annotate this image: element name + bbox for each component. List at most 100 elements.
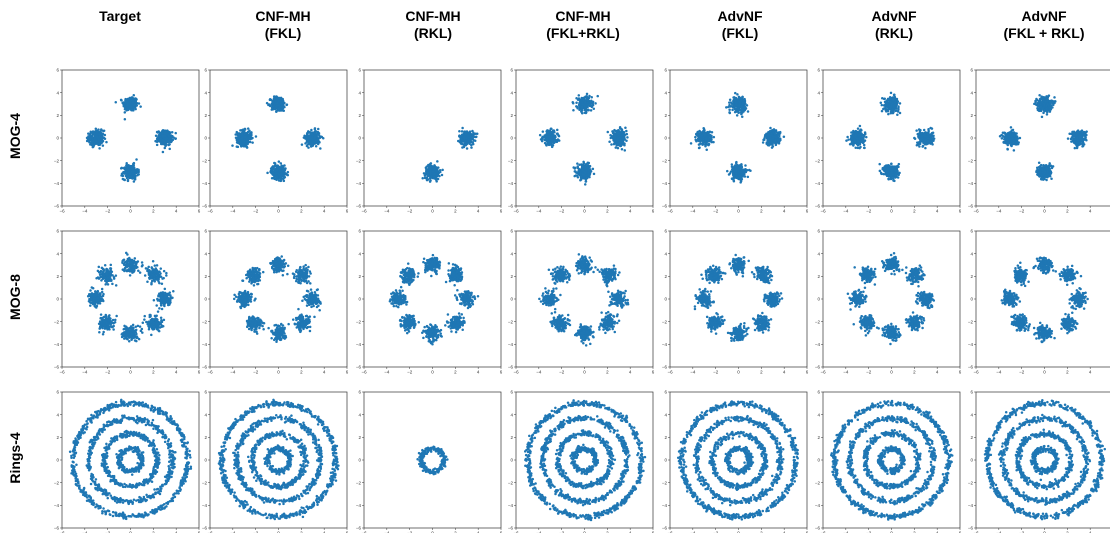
sample-point <box>163 134 167 138</box>
y-tick-label: 4 <box>358 90 361 95</box>
sample-point <box>167 130 170 133</box>
sample-point <box>856 143 859 146</box>
sample-point <box>114 101 117 104</box>
sample-point <box>858 124 862 128</box>
sample-point <box>896 113 899 117</box>
sample-point <box>606 130 610 134</box>
sample-point <box>94 127 98 131</box>
sample-point <box>850 136 853 140</box>
sample-point <box>242 144 246 148</box>
sample-point <box>128 175 131 179</box>
sample-point <box>581 163 584 167</box>
sample-point <box>277 173 281 177</box>
sample-point <box>278 167 282 171</box>
sample-point <box>880 109 884 113</box>
sample-point <box>120 99 123 102</box>
sample-point <box>746 110 750 113</box>
sample-point <box>856 127 860 130</box>
sample-point <box>557 134 561 138</box>
sample-point <box>743 170 746 174</box>
sample-point <box>98 141 101 145</box>
sample-point <box>730 165 734 168</box>
sample-point <box>128 173 132 176</box>
sample-point <box>239 129 242 132</box>
column-title-line1: CNF-MH <box>508 8 658 25</box>
sample-point <box>251 141 254 144</box>
sample-point <box>578 163 581 167</box>
plot-frame <box>822 69 961 207</box>
sample-point <box>91 142 94 146</box>
sample-point <box>694 135 697 139</box>
y-tick-label: −4 <box>662 181 668 186</box>
sample-point <box>279 162 283 165</box>
sample-point <box>154 134 158 137</box>
sample-point <box>160 142 163 145</box>
sample-point <box>735 114 739 117</box>
x-tick-label: −6 <box>820 209 826 214</box>
sample-point <box>310 142 314 145</box>
y-tick-label: −2 <box>54 158 60 163</box>
y-tick-label: 6 <box>56 68 59 73</box>
x-tick-label: −2 <box>866 209 872 214</box>
x-tick-label: 4 <box>936 209 939 214</box>
sample-point <box>735 168 738 172</box>
sample-point <box>551 136 555 140</box>
y-tick-label: −4 <box>508 181 514 186</box>
x-tick-label: −4 <box>384 209 390 214</box>
sample-point <box>124 168 128 171</box>
sample-point <box>550 134 554 137</box>
y-tick-label: 2 <box>56 113 59 118</box>
sample-point <box>431 170 435 173</box>
sample-point <box>585 92 589 96</box>
sample-point <box>734 174 738 178</box>
sample-point <box>697 143 701 146</box>
sample-point <box>275 109 278 113</box>
sample-point <box>614 146 618 149</box>
sample-point <box>701 130 705 133</box>
sample-point <box>121 177 125 181</box>
sample-point <box>846 135 849 139</box>
sample-point <box>737 170 740 173</box>
sample-point <box>240 145 243 148</box>
x-tick-label: 0 <box>737 209 740 214</box>
sample-point <box>770 140 773 144</box>
plot-frame <box>669 69 808 207</box>
sample-point <box>465 142 469 146</box>
y-tick-label: 0 <box>204 136 207 141</box>
sample-point <box>429 171 432 175</box>
sample-point <box>240 142 244 145</box>
sample-point <box>553 138 556 142</box>
sample-point <box>545 130 548 133</box>
column-title-line2: (RKL) <box>819 25 969 42</box>
sample-point <box>856 146 860 150</box>
sample-point <box>782 135 786 138</box>
sample-point <box>307 142 311 146</box>
sample-point <box>765 141 769 144</box>
sample-point <box>273 164 277 168</box>
sample-point <box>243 135 247 139</box>
sample-point <box>239 140 242 144</box>
sample-point <box>93 142 97 146</box>
sample-point <box>278 169 282 173</box>
sample-point <box>172 136 175 139</box>
sample-point <box>123 178 126 182</box>
sample-point <box>429 179 432 182</box>
sample-point <box>231 144 234 147</box>
sample-point <box>772 128 776 131</box>
column-title-line1: AdvNF <box>819 8 969 25</box>
sample-point <box>586 101 589 105</box>
sample-point <box>101 133 104 136</box>
sample-point <box>731 177 734 181</box>
sample-point <box>557 139 561 142</box>
y-tick-label: 2 <box>204 113 207 118</box>
sample-point <box>732 167 736 170</box>
y-tick-label: 6 <box>817 68 820 73</box>
sample-point <box>612 142 616 146</box>
sample-point <box>123 117 127 121</box>
sample-point <box>857 133 861 136</box>
sample-point <box>469 137 473 141</box>
sample-point <box>135 158 138 161</box>
sample-point <box>571 101 575 105</box>
sample-point <box>472 135 476 139</box>
